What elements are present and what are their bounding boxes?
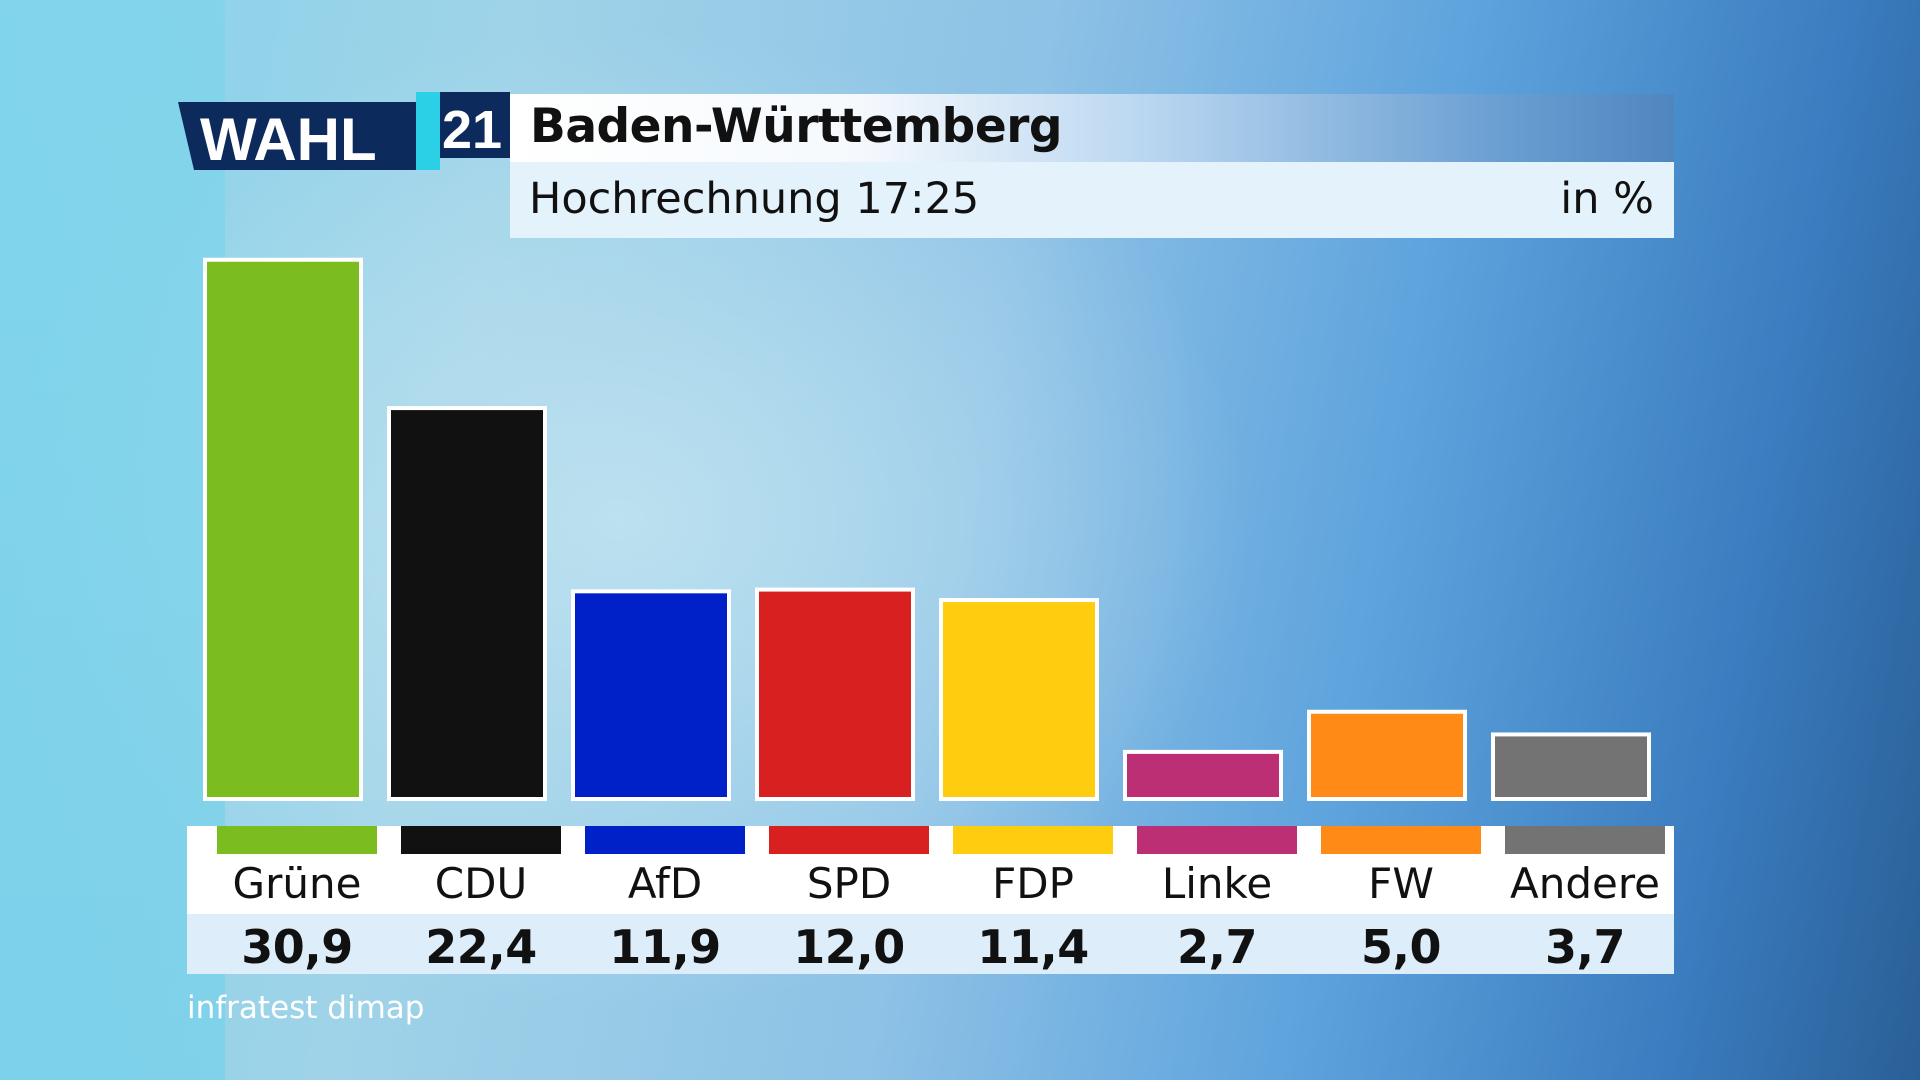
legend-swatch-linke: [1137, 826, 1297, 854]
bar-spd: [755, 587, 915, 801]
value-label-linke: 2,7: [1177, 920, 1258, 974]
bar-afd: [571, 589, 731, 801]
chart-subtitle: Hochrechnung 17:25: [529, 174, 980, 224]
party-label-spd: SPD: [806, 859, 892, 908]
party-label-cdu: CDU: [434, 859, 528, 908]
bar-fw: [1307, 709, 1467, 802]
legend-swatch-cdu: [401, 826, 561, 854]
party-label-grüne: Grüne: [232, 859, 362, 908]
bar-linke: [1123, 749, 1283, 801]
value-label-andere: 3,7: [1545, 920, 1626, 974]
wahl-21-logo: WAHL 21: [178, 92, 510, 170]
value-label-afd: 11,9: [609, 920, 721, 974]
logo-year: 21: [442, 100, 502, 160]
legend-swatch-fw: [1321, 826, 1481, 854]
value-label-fdp: 11,4: [977, 920, 1089, 974]
source-credit: infratest dimap: [187, 990, 425, 1026]
value-row: 30,9 22,4 11,9 12,0 11,4 2,7 5,0 3,7: [187, 914, 1674, 974]
value-label-fw: 5,0: [1361, 920, 1442, 974]
bar-grüne: [203, 257, 363, 801]
bar-cdu: [387, 406, 547, 801]
unit-label: in %: [1560, 174, 1654, 224]
legend-swatch-grüne: [217, 826, 377, 854]
subtitle-bar: Hochrechnung 17:25 in %: [510, 162, 1674, 238]
party-label-fw: FW: [1368, 859, 1434, 908]
party-label-andere: Andere: [1509, 859, 1661, 908]
value-label-grüne: 30,9: [241, 920, 353, 974]
party-label-fdp: FDP: [992, 859, 1074, 908]
legend-swatch-afd: [585, 826, 745, 854]
party-name-row: Grüne CDU AfD SPD FDP Linke FW Andere: [187, 826, 1674, 914]
value-label-cdu: 22,4: [425, 920, 537, 974]
party-label-linke: Linke: [1161, 859, 1273, 908]
legend-swatch-fdp: [953, 826, 1113, 854]
legend-swatch-spd: [769, 826, 929, 854]
title-bar: Baden-Württemberg: [510, 94, 1674, 162]
chart-title: Baden-Württemberg: [530, 99, 1063, 154]
label-panel: Grüne CDU AfD SPD FDP Linke FW Andere 30,9 22,4 1…: [187, 826, 1674, 974]
value-label-spd: 12,0: [793, 920, 905, 974]
party-label-afd: AfD: [627, 859, 703, 908]
bar-andere: [1491, 732, 1651, 801]
logo-word: WAHL: [200, 106, 377, 170]
bar-fdp: [939, 598, 1099, 802]
legend-swatch-andere: [1505, 826, 1665, 854]
